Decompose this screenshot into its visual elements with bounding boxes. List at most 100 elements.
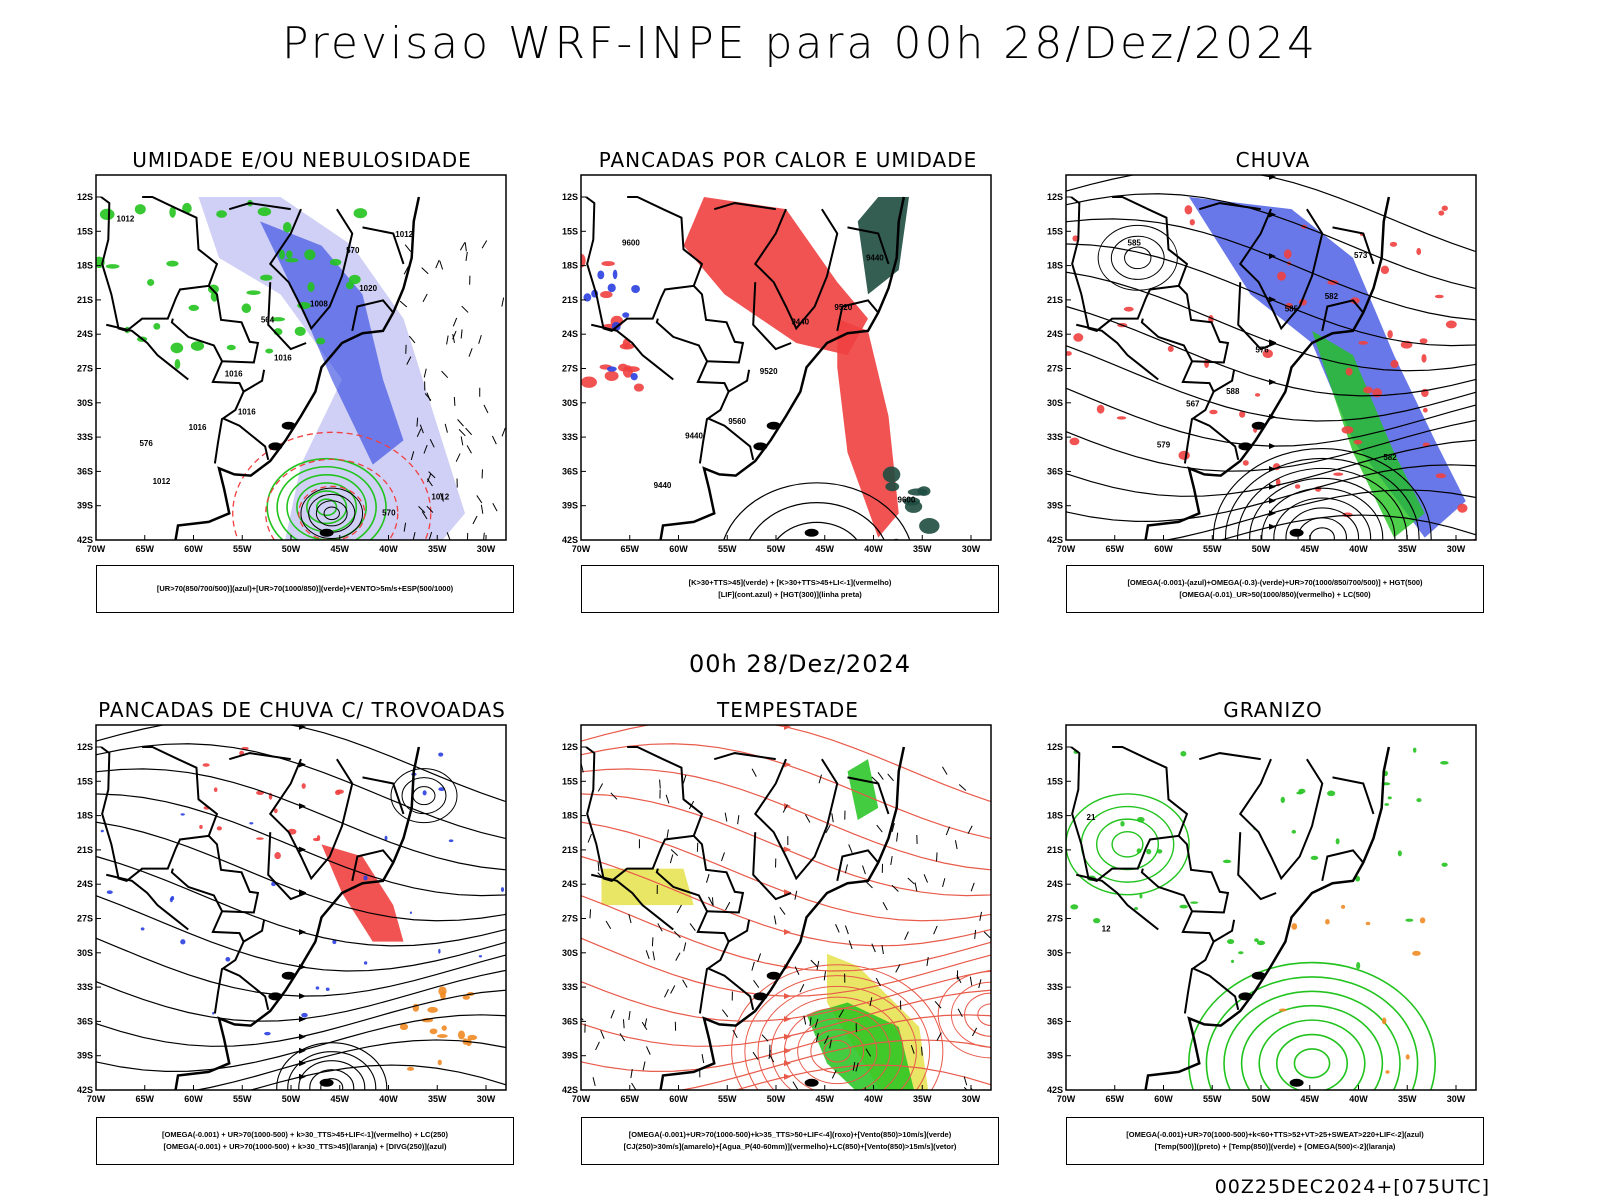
rain-red: [1341, 426, 1354, 434]
wind-vector: [936, 1032, 942, 1041]
lat-tick-label: 30S: [1047, 398, 1063, 408]
storms-red-blob: [301, 783, 306, 789]
wind-vector: [694, 1101, 696, 1110]
lif-blue-blob: [597, 270, 605, 280]
wind-vector: [794, 966, 800, 975]
wind-vector: [426, 478, 433, 487]
wind-vector: [887, 773, 894, 782]
unstable-red-blob: [617, 363, 628, 372]
wind-vector: [721, 852, 725, 862]
state-border: [170, 835, 260, 914]
wind-vector: [665, 794, 670, 804]
lat-tick-label: 12S: [77, 192, 93, 202]
lat-tick-label: 39S: [1047, 501, 1063, 511]
state-border: [847, 226, 890, 265]
rain-red: [1358, 341, 1369, 345]
wind-vector: [725, 901, 731, 911]
lake: [281, 421, 296, 430]
wind-vector: [963, 1086, 968, 1090]
legend-line: [OMEGA(-0.001)-(azul)+OMEGA(-0.3)-(verde…: [1127, 578, 1423, 587]
lon-tick-label: 70W: [572, 1094, 591, 1104]
streamline-arrow: [1269, 483, 1276, 490]
wind-vector: [472, 515, 478, 525]
humidity-green: [241, 303, 252, 314]
wind-vector: [458, 429, 466, 437]
lat-tick-label: 12S: [1047, 742, 1063, 752]
map-granizo: 21 12 12S 15S 18S 21S 24S 27S 30S 33S 36S 39S 42S70W…: [1047, 724, 1477, 1104]
humidity-green: [304, 249, 316, 261]
lon-tick-label: 55W: [233, 544, 252, 554]
legend-line: [OMEGA(-0.01)_UR>50(1000/850)(vermelho) …: [1179, 590, 1371, 599]
contour-label: 1016: [274, 354, 292, 363]
lat-tick-label: 33S: [562, 982, 578, 992]
wind-vector: [628, 1011, 631, 1021]
state-border: [1321, 849, 1365, 882]
wind-vector: [655, 1096, 657, 1105]
streamline-arrow: [1269, 510, 1276, 517]
wind-vector: [464, 242, 467, 252]
panel-title-pancadas-trovoadas: PANCADAS DE CHUVA C/ TROVOADAS: [98, 698, 506, 722]
wind-vector: [979, 911, 983, 921]
wind-vector: [816, 960, 820, 970]
divergence-blue: [315, 986, 320, 990]
lc250-contour: [309, 1069, 355, 1090]
contour-label: 9440: [685, 431, 703, 440]
lon-tick-label: 65W: [620, 544, 639, 554]
lon-tick-label: 65W: [135, 544, 154, 554]
lat-tick-label: 33S: [77, 982, 93, 992]
legend-line: [LIF](cont.azul) + [HGT(300)](linha pret…: [718, 590, 862, 599]
storms-orange: [441, 1025, 447, 1031]
lon-tick-label: 60W: [1154, 544, 1173, 554]
wind-vector: [592, 1077, 596, 1087]
wind-vector: [926, 956, 929, 967]
wind-vector: [711, 897, 714, 907]
rain-red: [1416, 247, 1422, 256]
lon-tick-label: 60W: [669, 544, 688, 554]
humidity-green: [270, 317, 286, 322]
map-layers: 585 588 582 579 576 573 567 585 582: [1066, 175, 1476, 540]
wind-vector: [422, 293, 428, 303]
streamline-arrow: [299, 993, 306, 1000]
storms-orange: [467, 1034, 478, 1041]
temp850-contour: [1293, 1048, 1331, 1079]
wind-vector: [642, 1061, 646, 1071]
contour-label: 582: [1383, 453, 1397, 462]
map-layers: [96, 725, 506, 1096]
wind-vector: [676, 904, 682, 914]
unstable-red-blob: [619, 343, 635, 350]
lon-tick-label: 55W: [718, 1094, 737, 1104]
lake: [753, 442, 768, 451]
streamline-arrow: [1269, 296, 1276, 303]
wind-vector: [428, 531, 433, 540]
lat-tick-label: 39S: [562, 501, 578, 511]
rain-red: [1167, 345, 1174, 352]
lon-tick-label: 40W: [1349, 1094, 1368, 1104]
lon-tick-label: 55W: [233, 1094, 252, 1104]
rain-red: [1184, 205, 1193, 215]
humidity-blue: [260, 221, 404, 465]
divergence-blue: [251, 1091, 255, 1096]
temp850-green: [1179, 904, 1188, 909]
wind-vector: [478, 334, 482, 344]
state-border: [268, 208, 354, 331]
wind-vector: [404, 540, 405, 549]
temp850-contour: [1258, 1019, 1366, 1090]
lat-tick-label: 21S: [77, 295, 93, 305]
lon-tick-label: 40W: [864, 544, 883, 554]
lat-tick-label: 21S: [1047, 845, 1063, 855]
divergence-blue: [212, 1011, 215, 1015]
streamline: [96, 821, 506, 922]
lif-blue-blob: [622, 312, 630, 318]
rain-red: [1283, 249, 1292, 259]
lon-tick-label: 40W: [379, 1094, 398, 1104]
lat-tick-label: 21S: [562, 295, 578, 305]
map-frame: [1065, 174, 1477, 541]
lon-tick-label: 45W: [815, 1094, 834, 1104]
lat-tick-label: 27S: [562, 914, 578, 924]
wind-vector: [708, 896, 714, 906]
lat-tick-label: 39S: [562, 1051, 578, 1061]
divergence-blue: [500, 887, 505, 892]
legend-pancadas-calor: [K>30+TTS>45](verde) + [K>30+TTS>45+LI<-…: [581, 565, 999, 613]
rain-red: [1096, 404, 1105, 414]
